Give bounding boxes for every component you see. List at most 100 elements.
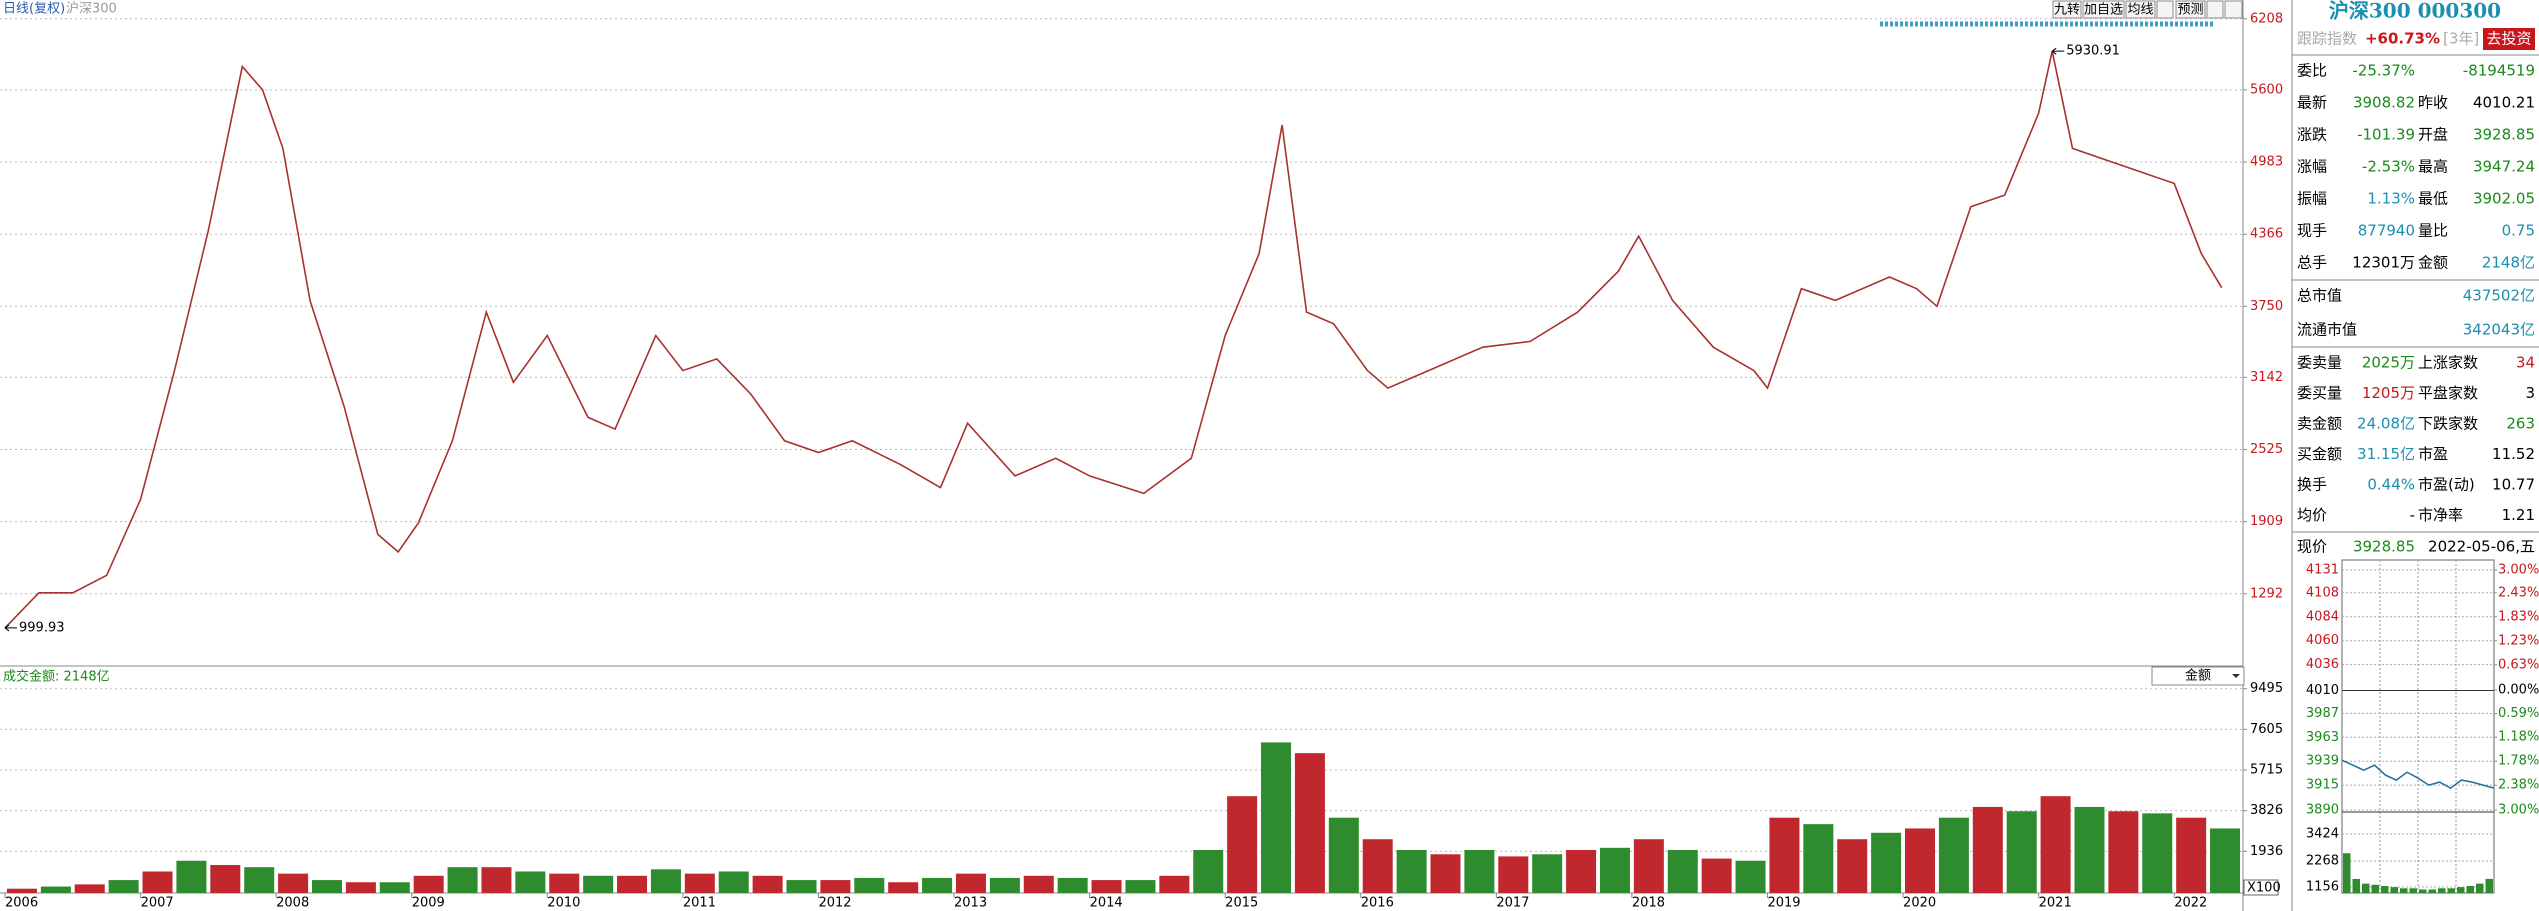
intraday-volume-bar: [2466, 885, 2474, 893]
y2-tick-label: 1.83%: [2498, 609, 2539, 624]
y-tick-label: 3915: [2306, 778, 2339, 793]
volume-bar: [1227, 796, 1258, 893]
volume-bar: [481, 867, 512, 893]
field-label: 流通市值: [2297, 321, 2357, 339]
x-tick-label: 2015: [1225, 896, 1258, 911]
field-value: 10.77: [2492, 476, 2535, 494]
y-tick-label: 1936: [2250, 844, 2283, 859]
icon-button[interactable]: [2156, 0, 2174, 19]
field-label: 总手: [2297, 254, 2327, 272]
field-label: 均价: [2297, 506, 2327, 524]
y-tick-label: 4010: [2306, 683, 2339, 698]
y-tick-label: 4060: [2306, 633, 2339, 648]
field-value: 3908.82: [2353, 94, 2415, 112]
toolbar-button[interactable]: [2052, 0, 2082, 19]
icon-button[interactable]: [2224, 0, 2243, 19]
track-label: 跟踪指数: [2297, 30, 2357, 48]
volume-bar: [1701, 858, 1732, 893]
volume-bar: [1362, 839, 1393, 893]
invest-button[interactable]: [2483, 28, 2535, 50]
y-tick-label: 5715: [2250, 763, 2283, 778]
field-label: 最低: [2418, 190, 2448, 208]
toolbar-button[interactable]: [2125, 0, 2156, 19]
y-tick-label: 4108: [2306, 585, 2339, 600]
toolbar-button[interactable]: [2175, 0, 2206, 19]
chart-subtitle: 沪深300: [66, 1, 117, 17]
volume-bar: [1566, 849, 1597, 893]
volume-bar: [820, 880, 851, 893]
field-value: 3: [2525, 384, 2535, 402]
field-label: 现手: [2297, 222, 2327, 240]
x-tick-label: 2016: [1361, 896, 1394, 911]
volume-bar: [1261, 742, 1292, 893]
x-tick-label: 2009: [412, 896, 445, 911]
x-tick-label: 2020: [1903, 896, 1936, 911]
y2-tick-label: 0.00%: [2498, 683, 2539, 698]
field-value: 263: [2506, 415, 2535, 433]
field-label: 涨幅: [2297, 158, 2327, 176]
unit-label: X100: [2247, 881, 2281, 896]
volume-bar: [1125, 880, 1156, 893]
volume-bar: [2142, 813, 2173, 893]
volume-bar: [447, 867, 478, 893]
field-value: 437502亿: [2463, 287, 2535, 305]
volume-bar: [1735, 860, 1766, 893]
intraday-volume-bar: [2476, 883, 2484, 893]
y2-tick-label: 1.78%: [2498, 754, 2539, 769]
y-tick-label: 4366: [2250, 227, 2283, 242]
volume-bar: [142, 871, 173, 893]
unit-box: [2243, 879, 2279, 896]
volume-bar: [311, 880, 342, 893]
intraday-volume-bar: [2409, 888, 2417, 893]
dropdown[interactable]: [2151, 666, 2245, 686]
y2-tick-label: 3.00%: [2498, 563, 2539, 578]
field-label: 换手: [2297, 476, 2327, 494]
field-value: -: [2410, 506, 2415, 524]
y-tick-label: 2268: [2306, 854, 2339, 869]
chart-title: 日线(复权): [3, 1, 65, 17]
y-tick-label: 1292: [2250, 586, 2283, 601]
dropdown-label: 金额: [2185, 668, 2211, 684]
volume-bar: [1396, 849, 1427, 893]
volume-bar: [278, 873, 309, 893]
volume-bar: [2006, 811, 2037, 893]
volume-bar: [1667, 849, 1698, 893]
icon-button[interactable]: [2206, 0, 2224, 19]
volume-bar: [345, 882, 376, 893]
volume-bar: [108, 880, 139, 893]
y-tick-label: 1156: [2306, 879, 2339, 894]
volume-bar: [1023, 875, 1054, 893]
price-line: [4, 51, 2223, 629]
intraday-volume-bar: [2457, 887, 2465, 893]
volume-bar: [40, 886, 71, 893]
field-value: 0.44%: [2367, 476, 2415, 494]
toolbar-button[interactable]: [2082, 0, 2125, 19]
volume-bar: [752, 875, 783, 893]
y-tick-label: 3424: [2306, 826, 2339, 841]
intraday-volume-bar: [2352, 878, 2360, 893]
y-tick-label: 5600: [2250, 82, 2283, 97]
field-label: 买金额: [2297, 445, 2342, 463]
intraday-line: [2341, 759, 2495, 789]
intraday-volume-bar: [2362, 883, 2370, 893]
x-tick-label: 2006: [5, 896, 38, 911]
field-value: 31.15亿: [2357, 445, 2415, 463]
field-value: 2025万: [2362, 354, 2415, 372]
y2-tick-label: 3.00%: [2498, 803, 2539, 818]
volume-title: 成交金额: 2148亿: [3, 669, 110, 685]
field-label: 开盘: [2418, 126, 2448, 144]
y-tick-label: 3826: [2250, 803, 2283, 818]
volume-bar: [1091, 880, 1122, 893]
y-tick-label: 9495: [2250, 681, 2283, 696]
field-value: 12301万: [2352, 254, 2415, 272]
volume-bar: [684, 873, 715, 893]
volume-bar: [2040, 796, 2071, 893]
volume-bar: [1057, 877, 1088, 893]
intraday-volume-bar: [2438, 888, 2446, 893]
panel-title: 沪深300 000300: [2329, 0, 2501, 23]
y2-tick-label: 1.18%: [2498, 730, 2539, 745]
volume-bar: [210, 865, 241, 893]
intraday-volume-bar: [2400, 888, 2408, 893]
volume-bar: [888, 882, 919, 893]
field-label: 最新: [2297, 94, 2327, 112]
